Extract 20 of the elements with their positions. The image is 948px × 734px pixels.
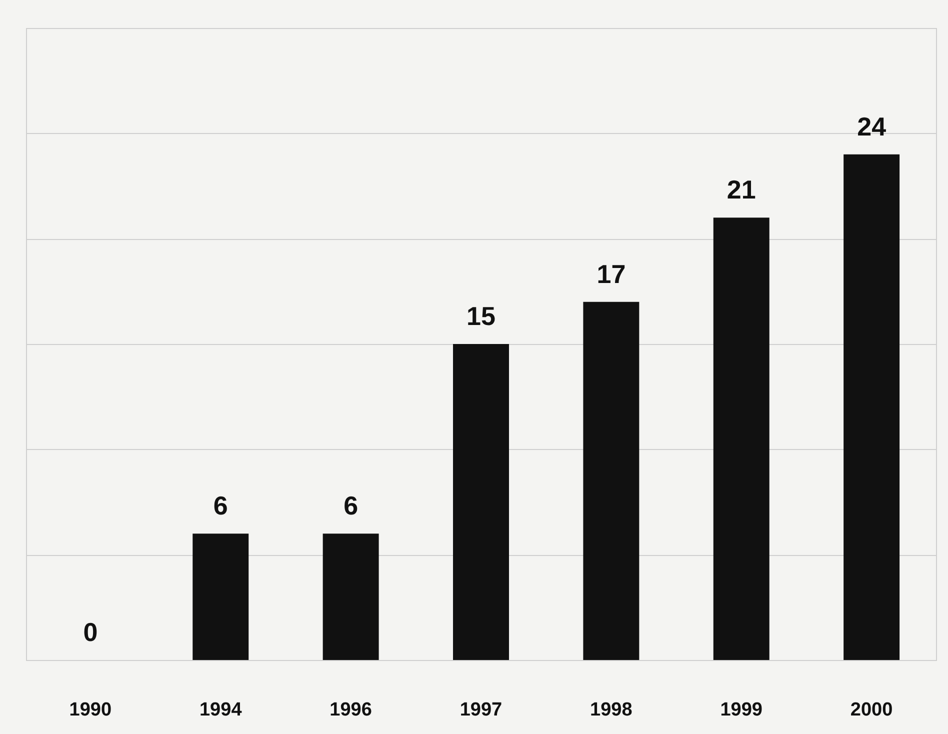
bar: [322, 534, 379, 660]
x-tick-label: 1999: [720, 700, 763, 720]
x-tick-label: 1990: [69, 700, 112, 720]
data-label: 17: [596, 258, 626, 289]
bar: [192, 534, 249, 660]
x-tick-label: 1996: [330, 700, 372, 720]
x-tick-label: 1994: [199, 700, 242, 720]
data-label: 6: [213, 490, 228, 521]
bar: [453, 344, 509, 660]
data-label: 6: [344, 490, 358, 521]
data-label: 21: [726, 174, 756, 205]
x-tick-label: 2000: [850, 700, 893, 720]
x-tick-label: 1997: [460, 700, 502, 720]
x-tick-label: 1998: [590, 700, 632, 720]
data-label: 24: [857, 111, 887, 142]
data-label: 15: [466, 301, 496, 331]
bar: [713, 218, 770, 660]
bar: [844, 154, 900, 660]
bar: [583, 302, 640, 660]
data-label: 0: [83, 617, 98, 647]
